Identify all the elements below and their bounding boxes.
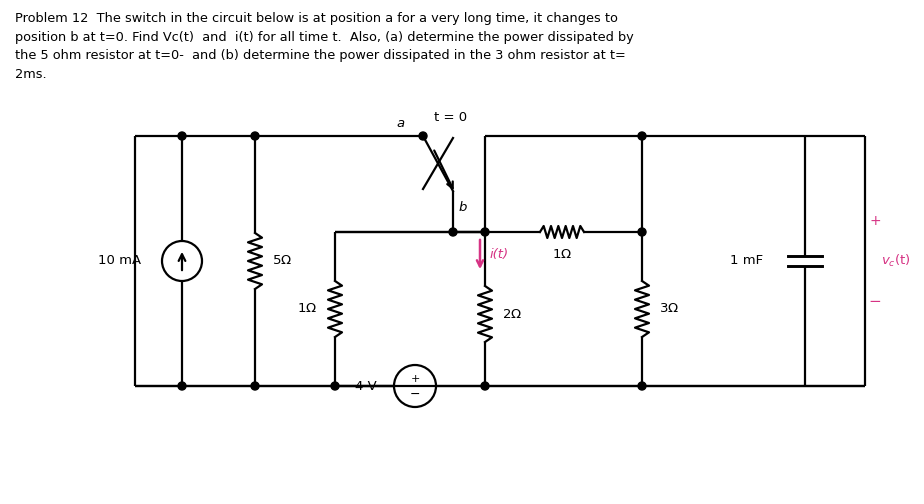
Circle shape [481, 228, 489, 236]
Text: $v_c$(t): $v_c$(t) [881, 253, 911, 269]
Text: 1 mF: 1 mF [730, 255, 763, 268]
Circle shape [638, 382, 646, 390]
Text: Problem 12  The switch in the circuit below is at position a for a very long tim: Problem 12 The switch in the circuit bel… [15, 12, 634, 81]
Text: b: b [459, 201, 468, 214]
Text: 3$\Omega$: 3$\Omega$ [659, 302, 679, 316]
Circle shape [419, 132, 427, 140]
Circle shape [251, 382, 259, 390]
Text: 4 V: 4 V [355, 380, 377, 393]
Text: a: a [397, 117, 405, 130]
Text: t = 0: t = 0 [434, 111, 468, 124]
Circle shape [449, 228, 457, 236]
Text: 5$\Omega$: 5$\Omega$ [272, 255, 292, 268]
Text: −: − [409, 388, 420, 401]
Circle shape [331, 382, 339, 390]
Text: −: − [869, 293, 881, 308]
Text: 1$\Omega$: 1$\Omega$ [297, 302, 317, 316]
Text: 2$\Omega$: 2$\Omega$ [502, 307, 522, 321]
Circle shape [481, 382, 489, 390]
Circle shape [638, 132, 646, 140]
Circle shape [178, 382, 186, 390]
Text: 1$\Omega$: 1$\Omega$ [552, 248, 572, 261]
Circle shape [178, 132, 186, 140]
Circle shape [251, 132, 259, 140]
Text: i(t): i(t) [490, 248, 509, 261]
Circle shape [638, 228, 646, 236]
Text: 10 mA: 10 mA [99, 255, 141, 268]
Text: +: + [410, 374, 419, 384]
Text: +: + [869, 214, 881, 228]
